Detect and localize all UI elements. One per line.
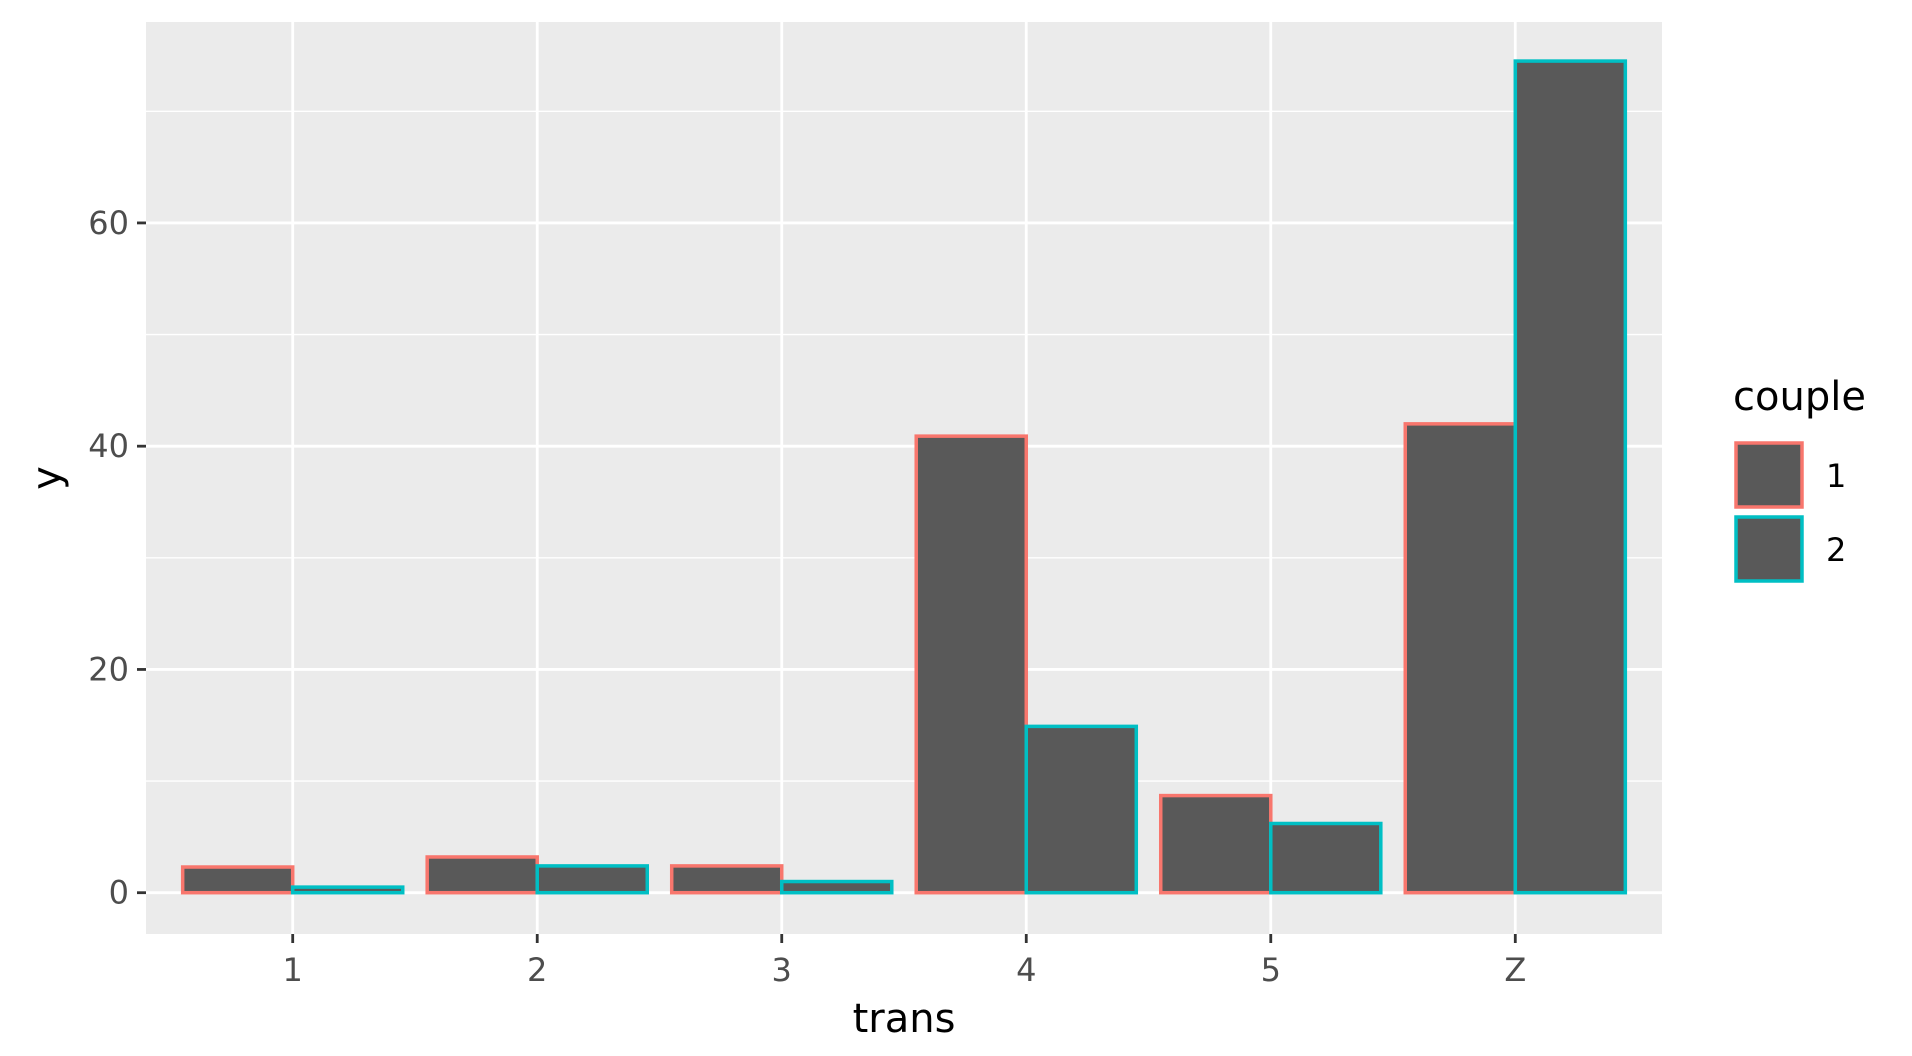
x-tick-label: 2 — [527, 951, 547, 989]
bars — [180, 59, 1628, 895]
y-axis-title: y — [24, 466, 70, 490]
x-axis-title: trans — [853, 996, 956, 1042]
bar-Z-series-2 — [1513, 59, 1628, 895]
bar-5-series-2 — [1269, 821, 1383, 895]
y-tick-label: 60 — [88, 204, 129, 242]
legend: couple 12 — [1733, 374, 1866, 583]
bar-3-series-2 — [779, 879, 894, 895]
x-tick-label: 1 — [283, 951, 303, 989]
x-tick-label: 5 — [1261, 951, 1281, 989]
bar-5-series-1 — [1158, 793, 1273, 895]
bar-3-series-1 — [669, 864, 784, 895]
x-tick-label: Z — [1504, 951, 1526, 989]
bar-4-series-1 — [914, 434, 1029, 895]
bar-4-series-2 — [1024, 724, 1139, 895]
bar-Z-series-1 — [1403, 422, 1518, 895]
bar-2-series-2 — [535, 864, 650, 895]
legend-key-1 — [1734, 441, 1804, 509]
legend-items: 12 — [1734, 441, 1846, 583]
y-tick-label: 40 — [88, 427, 129, 465]
legend-label-2: 2 — [1826, 531, 1846, 569]
legend-title: couple — [1733, 374, 1866, 420]
legend-key-2 — [1734, 515, 1804, 583]
y-axis: 0 20 40 60 — [88, 204, 146, 912]
legend-label-1: 1 — [1826, 457, 1846, 495]
x-axis: 1 2 3 4 5 Z — [283, 934, 1526, 989]
y-tick-label: 20 — [88, 650, 129, 688]
bar-1-series-1 — [180, 865, 295, 895]
bar-1-series-2 — [290, 885, 405, 895]
x-tick-label: 3 — [772, 951, 792, 989]
x-tick-label: 4 — [1016, 951, 1036, 989]
y-tick-label: 0 — [109, 874, 129, 912]
bar-2-series-1 — [425, 855, 539, 895]
